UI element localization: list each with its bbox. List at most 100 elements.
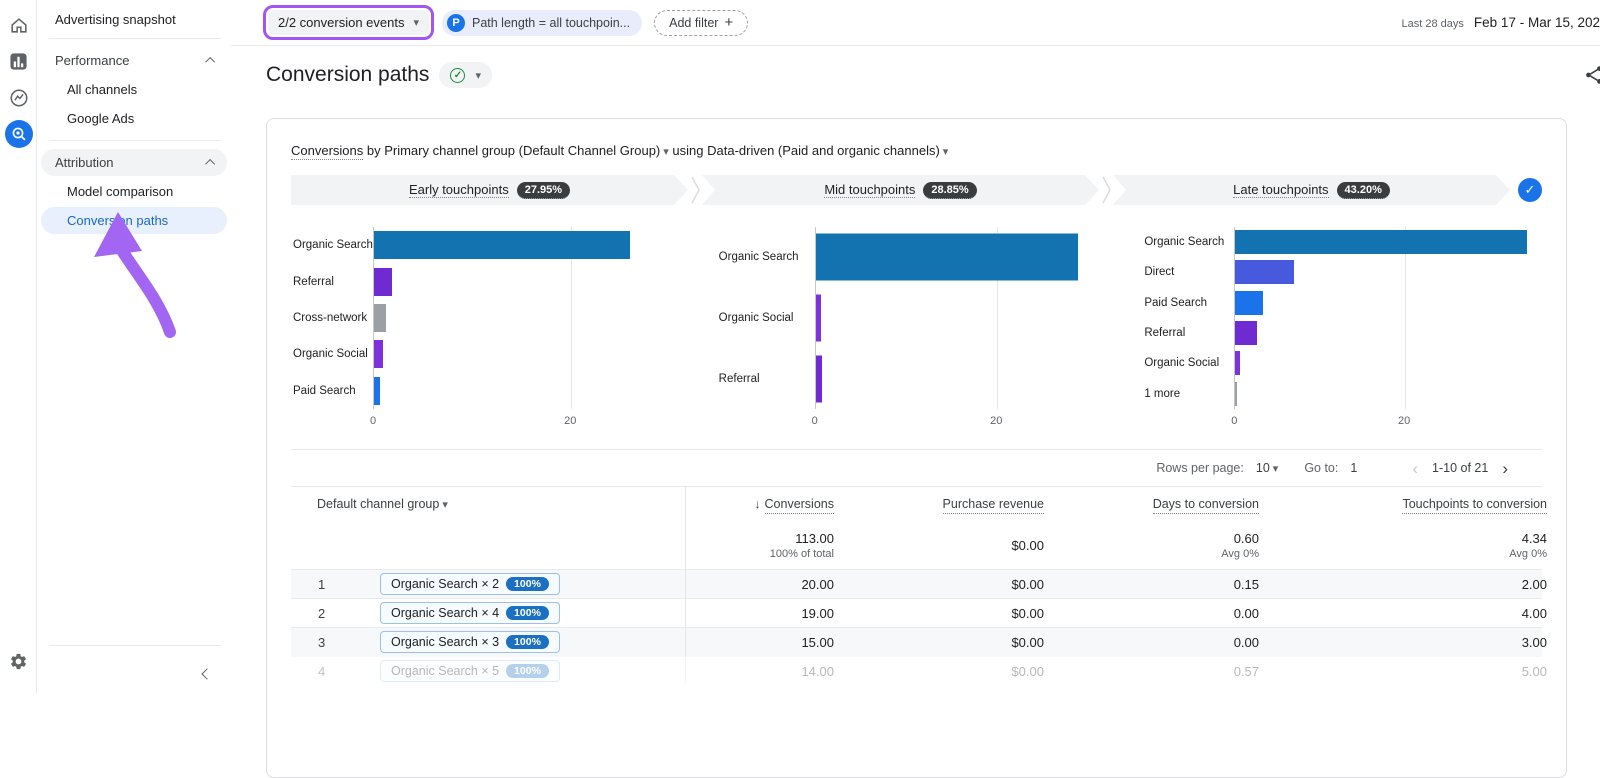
bar-organic-search — [815, 233, 1079, 281]
funnel-segment-early[interactable]: Early touchpoints 27.95% — [291, 175, 688, 205]
sidebar-item-google-ads[interactable]: Google Ads — [41, 105, 227, 132]
column-header-days[interactable]: Days to conversion — [1050, 497, 1265, 514]
sidebar-item-advertising-snapshot[interactable]: Advertising snapshot — [55, 12, 176, 27]
conversion-paths-card: Conversions by Primary channel group (De… — [266, 118, 1567, 778]
metric-selector[interactable]: Conversions — [291, 143, 364, 160]
bar-direct — [1235, 260, 1294, 285]
subtitle-text: using — [668, 143, 708, 158]
axis-label-paid-search: Paid Search — [293, 384, 356, 397]
x-tick-label: 0 — [811, 415, 818, 427]
path-length-label: Path length = all touchpoin... — [472, 15, 631, 30]
sidebar-item-label: All channels — [67, 82, 138, 97]
collapse-sidebar-icon[interactable] — [201, 668, 213, 680]
path-length-filter-chip[interactable]: P Path length = all touchpoin... — [442, 9, 643, 36]
sidebar-section-attribution[interactable]: Attribution — [41, 149, 227, 176]
table-header-row: Default channel group Conversions Purcha… — [291, 487, 1547, 521]
funnel-percentage-badge: 28.85% — [923, 182, 976, 199]
page-header: Conversion paths ✓ — [231, 46, 1600, 94]
row-number: 2 — [318, 605, 326, 621]
axis-label-organic-social: Organic Social — [718, 311, 794, 324]
sidebar-divider — [49, 140, 221, 141]
date-range-preset: Last 28 days — [1401, 18, 1464, 30]
funnel-chevron-icon — [691, 176, 700, 204]
reports-icon[interactable] — [0, 44, 37, 78]
date-range-picker[interactable]: Last 28 days Feb 17 - Mar 15, 202 — [1402, 15, 1600, 30]
row-number: 1 — [318, 576, 326, 592]
path-percent-badge: 100% — [506, 635, 549, 649]
funnel-segment-late[interactable]: Late touchpoints 43.20% — [1113, 175, 1510, 205]
axis-label-paid-search: Paid Search — [1144, 296, 1207, 309]
attribution-model-selector[interactable]: Data-driven (Paid and organic channels) — [707, 143, 948, 158]
sidebar-section-label: Performance — [55, 53, 130, 68]
column-header-conversions[interactable]: Conversions — [685, 487, 840, 521]
sidebar-item-all-channels[interactable]: All channels — [41, 76, 227, 103]
page-title: Conversion paths — [266, 63, 430, 86]
chart-plot-area — [1234, 227, 1540, 409]
x-tick-label: 20 — [990, 415, 1003, 427]
bar-organic-social — [374, 340, 383, 369]
metric-cell: $0.00 — [1011, 634, 1044, 650]
advertising-sidebar: Advertising snapshot Performance All cha… — [37, 0, 231, 694]
path-label: Organic Search × 5 — [391, 664, 500, 678]
metric-cell: 20.00 — [801, 576, 834, 592]
row-number: 3 — [318, 634, 326, 650]
report-dimension-line: Conversions by Primary channel group (De… — [291, 143, 1542, 160]
rows-per-page-select[interactable]: 10 — [1256, 461, 1278, 475]
home-icon[interactable] — [0, 8, 37, 42]
pagination-range: 1-10 of 21 — [1432, 461, 1489, 475]
bar-organic-social — [815, 294, 822, 342]
add-filter-button[interactable]: Add filter + — [654, 9, 749, 36]
sidebar-item-conversion-paths[interactable]: Conversion paths — [41, 207, 227, 234]
chart-plot-area — [814, 227, 1115, 409]
bar-1-more — [1235, 381, 1237, 406]
gridline — [1404, 227, 1406, 409]
sidebar-item-model-comparison[interactable]: Model comparison — [41, 178, 227, 205]
advertising-icon-active[interactable] — [0, 117, 37, 151]
cell-conversions: 19.00 — [685, 599, 840, 627]
column-header-revenue[interactable]: Purchase revenue — [840, 497, 1050, 514]
bar-organic-search — [374, 231, 630, 260]
filter-bar: 2/2 conversion events P Path length = al… — [231, 0, 1600, 46]
metric-cell: 0.57 — [1233, 663, 1259, 679]
column-header-touchpoints[interactable]: Touchpoints to conversion — [1265, 497, 1553, 514]
funnel-segment-mid[interactable]: Mid touchpoints 28.85% — [702, 175, 1099, 205]
axis-label-organic-search: Organic Search — [1144, 236, 1225, 249]
explore-icon[interactable] — [0, 81, 37, 115]
bar-organic-search — [1235, 230, 1528, 255]
select-all-check-icon[interactable]: ✓ — [1518, 178, 1542, 202]
channel-path-chip: Organic Search × 3 100% — [380, 631, 560, 653]
axis-label-organic-social: Organic Social — [1144, 357, 1220, 370]
path-percent-badge: 100% — [506, 606, 549, 620]
share-report-icon[interactable] — [1583, 64, 1600, 91]
sidebar-section-performance[interactable]: Performance — [41, 47, 227, 74]
channel-path-chip: Organic Search × 2 100% — [380, 573, 560, 595]
axis-label-organic-search: Organic Search — [718, 251, 799, 264]
conversion-events-filter-chip[interactable]: 2/2 conversion events — [268, 10, 429, 35]
metric-cell: 4.00 — [1521, 605, 1547, 621]
x-tick-label: 20 — [564, 415, 577, 427]
sidebar-divider — [49, 645, 221, 646]
table-row: 3 Organic Search × 3 100% 15.00 $0.00 0.00 3.0… — [291, 627, 1547, 656]
sidebar-item-label: Google Ads — [67, 111, 135, 126]
x-tick-label: 20 — [1398, 415, 1411, 427]
sidebar-divider — [49, 38, 221, 39]
prev-page-icon[interactable]: ‹ — [1412, 458, 1419, 478]
totals-revenue: $0.00 — [1011, 537, 1044, 553]
goto-page-input[interactable] — [1350, 461, 1385, 475]
x-tick-label: 0 — [369, 415, 377, 427]
funnel-segment-label: Mid touchpoints — [824, 182, 916, 197]
touchpoint-funnel: Early touchpoints 27.95% Mid touchpoints… — [291, 175, 1542, 205]
metric-cell: 14.00 — [801, 663, 834, 679]
axis-label-organic-social: Organic Social — [293, 348, 368, 361]
settings-gear-icon[interactable] — [0, 644, 37, 678]
plus-icon: + — [724, 14, 734, 31]
sidebar-item-label: Conversion paths — [67, 213, 169, 228]
dimension-column-header[interactable]: Default channel group — [291, 497, 685, 511]
subtitle-text: by Primary channel group — [363, 143, 519, 158]
next-page-icon[interactable]: › — [1502, 458, 1508, 478]
bar-referral — [1235, 321, 1257, 346]
dimension-selector[interactable]: (Default Channel Group) — [519, 143, 669, 158]
chevron-up-icon — [205, 56, 216, 67]
table-row: 4 Organic Search × 5 100% 14.00 $0.00 0.57 5.0… — [291, 656, 1547, 685]
report-status-dropdown[interactable]: ✓ — [439, 62, 492, 88]
